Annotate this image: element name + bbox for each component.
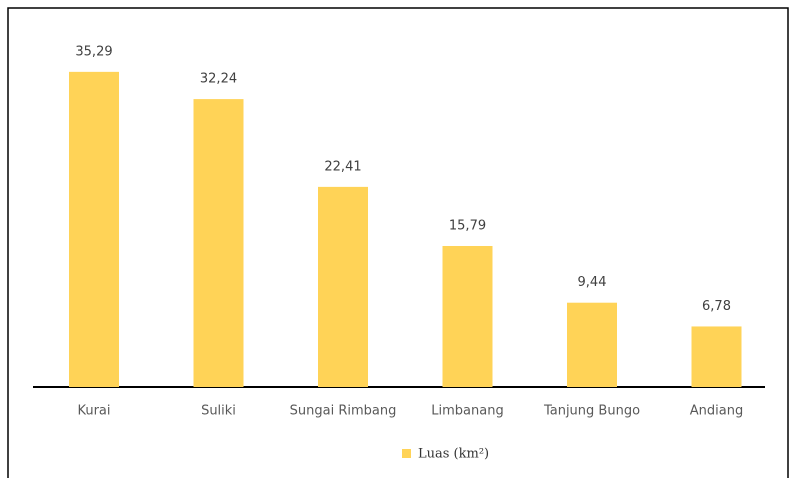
value-label: 6,78 [702,299,731,314]
frame [7,7,789,478]
x-tick-label: Tanjung Bungo [543,404,640,419]
x-tick-label: Andiang [690,404,743,419]
bar [69,71,119,388]
value-label: 35,29 [75,44,112,59]
legend-label: Luas (km²) [418,447,489,462]
legend-swatch [402,449,411,458]
bar [193,99,244,387]
bar [691,326,742,387]
value-label: 22,41 [324,159,361,174]
x-tick-label: Sungai Rimbang [290,404,397,419]
bar [318,186,368,387]
x-tick-label: Suliki [201,404,236,419]
x-tick-label: Kurai [77,404,110,419]
value-label: 15,79 [449,218,486,233]
value-label: 9,44 [578,275,607,290]
value-label: 32,24 [200,72,237,87]
bar [442,245,493,387]
x-tick-label: Limbanang [431,404,503,419]
bar [567,302,617,387]
